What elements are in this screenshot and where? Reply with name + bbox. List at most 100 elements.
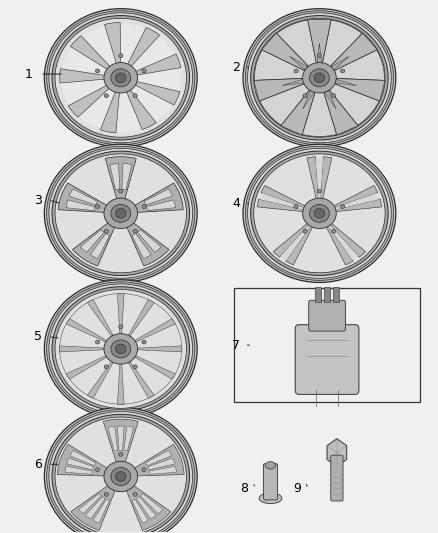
Ellipse shape	[303, 62, 336, 93]
Ellipse shape	[104, 365, 109, 369]
Ellipse shape	[245, 146, 393, 280]
Ellipse shape	[314, 73, 325, 83]
FancyBboxPatch shape	[295, 325, 359, 394]
Polygon shape	[265, 158, 316, 207]
Polygon shape	[66, 200, 95, 211]
Ellipse shape	[44, 144, 197, 282]
Ellipse shape	[303, 94, 307, 98]
Polygon shape	[127, 222, 169, 266]
Polygon shape	[105, 157, 136, 200]
Polygon shape	[82, 26, 121, 78]
Polygon shape	[68, 422, 117, 469]
FancyBboxPatch shape	[309, 300, 346, 331]
Ellipse shape	[49, 13, 193, 143]
Polygon shape	[149, 466, 177, 474]
Ellipse shape	[310, 69, 329, 87]
Ellipse shape	[303, 229, 307, 233]
Ellipse shape	[116, 344, 126, 354]
Ellipse shape	[104, 198, 138, 229]
Polygon shape	[116, 78, 141, 132]
Polygon shape	[66, 319, 109, 343]
Polygon shape	[66, 354, 109, 379]
Ellipse shape	[52, 15, 190, 140]
Polygon shape	[257, 207, 308, 252]
Ellipse shape	[44, 280, 197, 418]
Ellipse shape	[104, 62, 138, 93]
Ellipse shape	[251, 15, 388, 140]
Bar	[333, 287, 339, 302]
Polygon shape	[317, 43, 322, 66]
Polygon shape	[273, 223, 310, 257]
Polygon shape	[134, 54, 181, 75]
Ellipse shape	[247, 13, 391, 143]
Ellipse shape	[119, 54, 123, 58]
Ellipse shape	[52, 151, 190, 276]
Polygon shape	[303, 88, 316, 109]
Ellipse shape	[95, 468, 99, 472]
Ellipse shape	[254, 18, 385, 137]
Ellipse shape	[133, 94, 137, 98]
Ellipse shape	[317, 54, 321, 58]
Ellipse shape	[119, 189, 123, 193]
Polygon shape	[327, 439, 347, 466]
Ellipse shape	[95, 340, 99, 344]
Ellipse shape	[294, 205, 298, 208]
Polygon shape	[58, 209, 109, 249]
Text: 6: 6	[34, 458, 42, 471]
Polygon shape	[332, 78, 357, 85]
Polygon shape	[333, 50, 385, 80]
Polygon shape	[281, 225, 311, 260]
Polygon shape	[80, 230, 104, 253]
Polygon shape	[326, 225, 353, 265]
Polygon shape	[57, 474, 109, 512]
Ellipse shape	[133, 229, 137, 233]
Ellipse shape	[314, 208, 325, 218]
Polygon shape	[126, 89, 156, 130]
Polygon shape	[85, 497, 105, 519]
Ellipse shape	[259, 493, 282, 504]
Ellipse shape	[332, 94, 336, 98]
Ellipse shape	[104, 461, 138, 491]
Ellipse shape	[104, 334, 138, 364]
Polygon shape	[124, 158, 174, 206]
Polygon shape	[117, 294, 124, 336]
Ellipse shape	[47, 409, 195, 533]
Bar	[324, 287, 330, 302]
Text: 1: 1	[25, 68, 33, 80]
Ellipse shape	[133, 492, 137, 496]
Polygon shape	[90, 233, 110, 259]
Polygon shape	[334, 199, 381, 212]
Ellipse shape	[49, 411, 193, 533]
Polygon shape	[286, 225, 313, 265]
Polygon shape	[132, 319, 175, 343]
Polygon shape	[328, 33, 377, 72]
Polygon shape	[99, 489, 142, 533]
Polygon shape	[69, 189, 98, 205]
Ellipse shape	[52, 287, 190, 411]
Polygon shape	[307, 157, 318, 200]
Polygon shape	[335, 193, 378, 209]
Ellipse shape	[49, 148, 193, 278]
Polygon shape	[322, 20, 362, 67]
Polygon shape	[261, 185, 306, 208]
Text: 2: 2	[233, 61, 240, 74]
Ellipse shape	[104, 492, 109, 496]
Polygon shape	[140, 494, 163, 514]
Polygon shape	[122, 164, 132, 190]
Bar	[315, 287, 321, 302]
Polygon shape	[67, 458, 94, 470]
Polygon shape	[98, 226, 144, 270]
Text: 3: 3	[34, 193, 42, 207]
Ellipse shape	[332, 229, 336, 233]
Polygon shape	[127, 359, 154, 398]
Ellipse shape	[294, 69, 298, 73]
Polygon shape	[328, 56, 349, 72]
Polygon shape	[254, 78, 307, 101]
Text: 4: 4	[233, 197, 240, 211]
Ellipse shape	[142, 205, 146, 208]
Polygon shape	[146, 200, 175, 211]
Polygon shape	[260, 193, 304, 209]
Polygon shape	[136, 497, 156, 519]
Ellipse shape	[119, 325, 123, 329]
Bar	[234, 288, 420, 402]
